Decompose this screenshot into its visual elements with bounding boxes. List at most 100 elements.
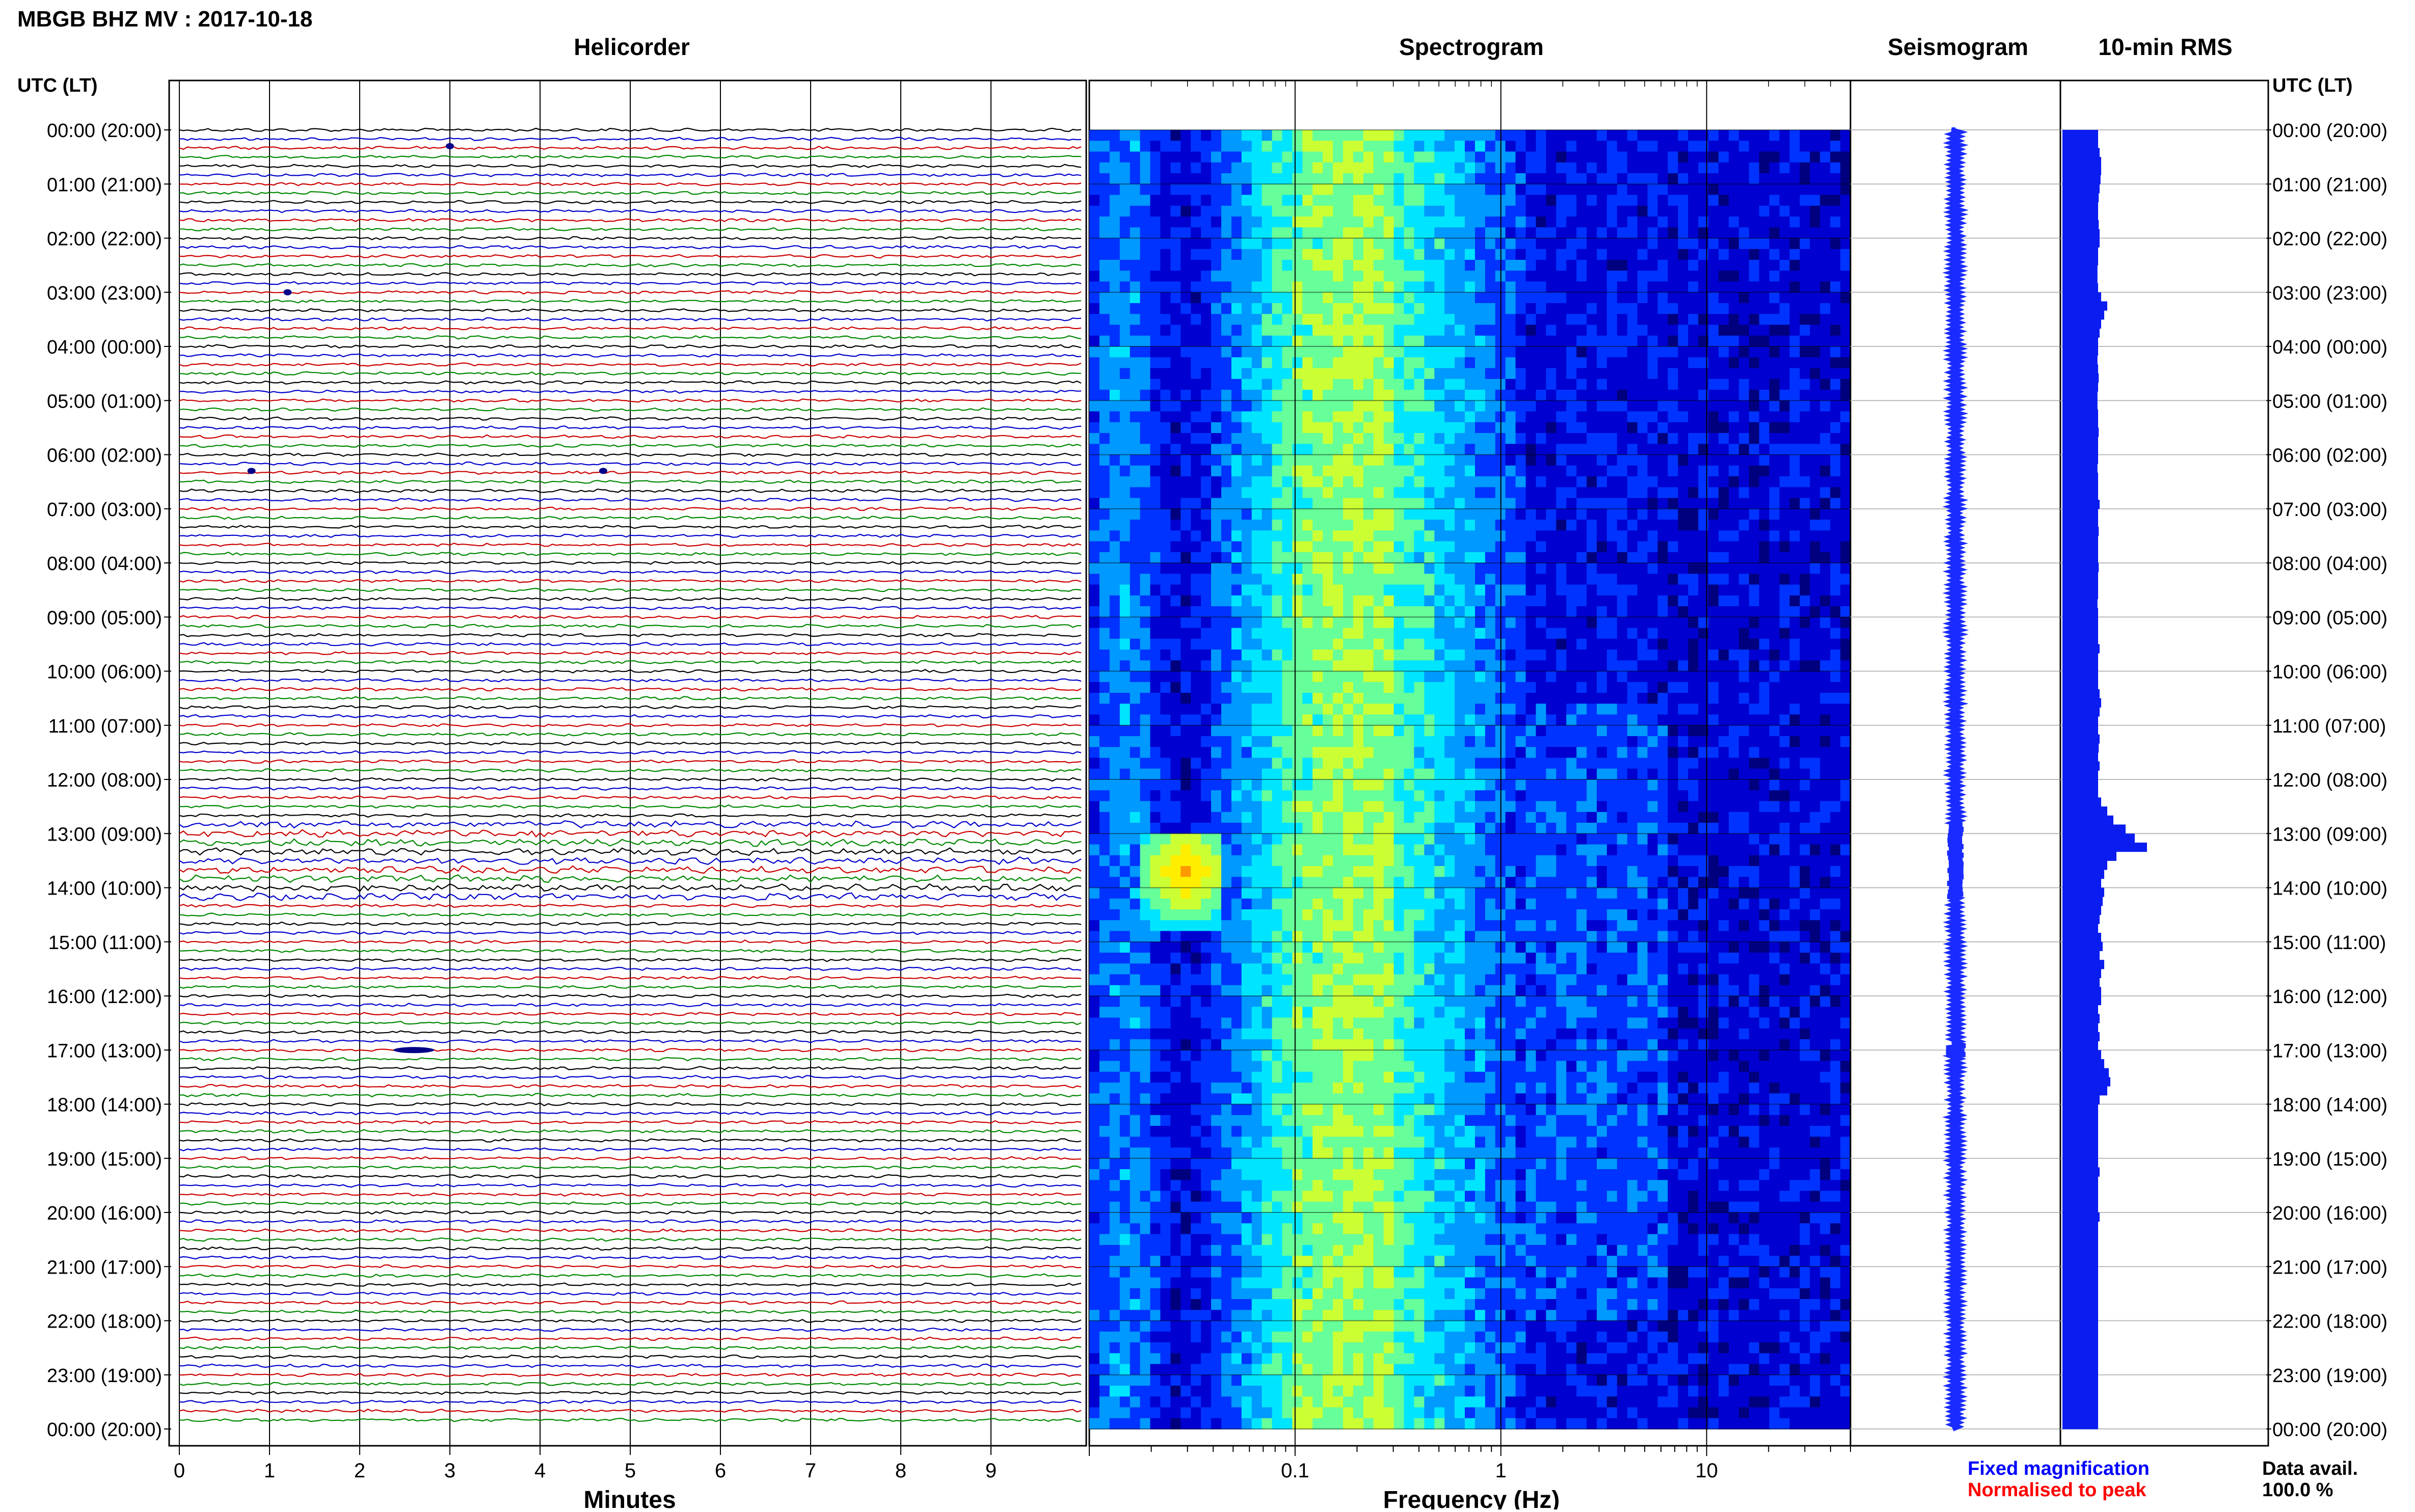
spectrogram-cell	[1180, 227, 1191, 238]
spectrogram-cell	[1455, 152, 1465, 163]
spectrogram-cell	[1363, 466, 1374, 477]
spectrogram-cell	[1140, 152, 1151, 163]
spectrogram-cell	[1719, 552, 1729, 563]
spectrogram-cell	[1840, 574, 1851, 585]
spectrogram-cell	[1302, 617, 1313, 628]
spectrogram-cell	[1556, 585, 1567, 596]
spectrogram-cell	[1790, 444, 1801, 455]
spectrogram-cell	[1191, 390, 1201, 401]
spectrogram-cell	[1130, 812, 1141, 823]
spectrogram-cell	[1374, 725, 1384, 737]
spectrogram-cell	[1252, 141, 1263, 152]
spectrogram-cell	[1587, 412, 1597, 423]
spectrogram-cell	[1150, 163, 1161, 174]
spectrogram-cell	[1292, 195, 1303, 206]
spectrogram-cell	[1201, 455, 1212, 466]
spectrogram-cell	[1404, 606, 1415, 617]
spectrogram-cell	[1434, 260, 1445, 271]
spectrogram-cell	[1191, 206, 1201, 217]
spectrogram-cell	[1759, 487, 1770, 498]
spectrogram-cell	[1597, 520, 1607, 531]
spectrogram-cell	[1536, 173, 1547, 184]
spectrogram-cell	[1830, 455, 1841, 466]
spectrogram-cell	[1201, 130, 1212, 141]
spectrogram-cell	[1170, 812, 1181, 823]
spectrogram-cell	[1576, 195, 1587, 206]
spectrogram-cell	[1840, 790, 1851, 801]
spectrogram-cell	[1434, 444, 1445, 455]
spectrogram-cell	[1140, 336, 1151, 347]
spectrogram-cell	[1180, 498, 1191, 509]
spectrogram-cell	[1394, 552, 1405, 563]
spectrogram-cell	[1444, 628, 1455, 639]
spectrogram-cell	[1130, 736, 1141, 747]
spectrogram-cell	[1424, 628, 1435, 639]
spectrogram-cell	[1780, 271, 1790, 282]
spectrogram-cell	[1343, 758, 1354, 769]
spectrogram-cell	[1110, 725, 1120, 737]
spectrogram-cell	[1678, 400, 1688, 412]
spectrogram-cell	[1444, 650, 1455, 661]
spectrogram-cell	[1333, 184, 1344, 195]
spectrogram-cell	[1759, 542, 1770, 553]
spectrogram-cell	[1323, 152, 1333, 163]
spectrogram-cell	[1708, 650, 1719, 661]
spectrogram-cell	[1110, 487, 1120, 498]
spectrogram-cell	[1607, 725, 1618, 737]
spectrogram-cell	[1343, 217, 1354, 228]
spectrogram-cell	[1160, 769, 1171, 780]
spectrogram-cell	[1394, 282, 1405, 293]
spectrogram-cell	[1374, 412, 1384, 423]
spectrogram-cell	[1384, 498, 1394, 509]
spectrogram-cell	[1627, 379, 1638, 390]
spectrogram-cell	[1597, 574, 1607, 585]
spectrogram-cell	[1607, 563, 1618, 574]
spectrogram-cell	[1749, 693, 1760, 704]
spectrogram-cell	[1343, 682, 1354, 693]
spectrogram-cell	[1374, 455, 1384, 466]
spectrogram-cell	[1648, 650, 1658, 661]
spectrogram-cell	[1150, 303, 1161, 314]
spectrogram-cell	[1506, 238, 1516, 250]
spectrogram-cell	[1242, 260, 1252, 271]
spectrogram-cell	[1648, 303, 1658, 314]
spectrogram-cell	[1211, 173, 1222, 184]
spectrogram-cell	[1678, 596, 1688, 607]
spectrogram-cell	[1780, 736, 1790, 747]
spectrogram-cell	[1424, 282, 1435, 293]
spectrogram-cell	[1810, 260, 1820, 271]
spectrogram-cell	[1617, 422, 1628, 434]
spectrogram-cell	[1739, 585, 1750, 596]
spectrogram-cell	[1312, 520, 1323, 531]
spectrogram-cell	[1607, 812, 1618, 823]
spectrogram-cell	[1180, 693, 1191, 704]
spectrogram-cell	[1414, 725, 1425, 737]
spectrogram-cell	[1587, 693, 1597, 704]
spectrogram-cell	[1282, 779, 1293, 791]
spectrogram-cell	[1404, 660, 1415, 671]
spectrogram-cell	[1607, 357, 1618, 368]
spectrogram-cell	[1536, 412, 1547, 423]
spectrogram-cell	[1800, 379, 1810, 390]
spectrogram-cell	[1323, 779, 1333, 791]
spectrogram-cell	[1242, 617, 1252, 628]
helicorder-event-blip	[248, 468, 256, 474]
spectrogram-cell	[1221, 412, 1232, 423]
spectrogram-cell	[1749, 758, 1760, 769]
spectrogram-cell	[1180, 542, 1191, 553]
spectrogram-cell	[1180, 303, 1191, 314]
spectrogram-cell	[1374, 314, 1384, 325]
spectrogram-cell	[1627, 596, 1638, 607]
spectrogram-cell	[1708, 346, 1719, 358]
spectrogram-cell	[1089, 628, 1100, 639]
spectrogram-cell	[1160, 704, 1171, 715]
spectrogram-cell	[1312, 617, 1323, 628]
spectrogram-cell	[1120, 249, 1131, 260]
spectrogram-cell	[1566, 444, 1577, 455]
spectrogram-cell	[1292, 206, 1303, 217]
spectrogram-cell	[1444, 520, 1455, 531]
spectrogram-cell	[1506, 466, 1516, 477]
spectrogram-cell	[1434, 715, 1445, 726]
spectrogram-cell	[1252, 314, 1263, 325]
